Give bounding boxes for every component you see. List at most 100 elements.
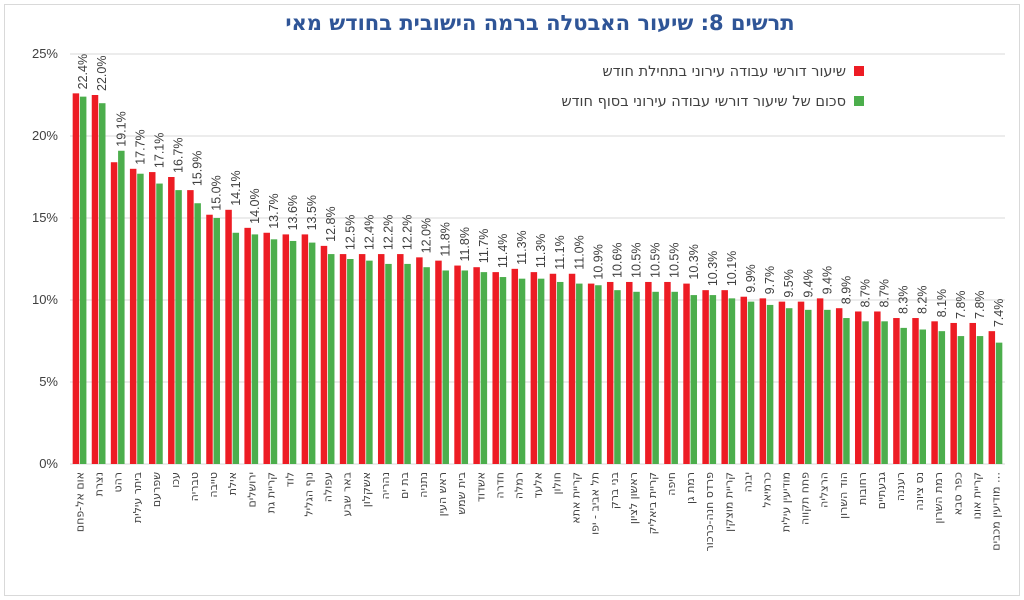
x-tick-label: רעננה	[894, 472, 907, 501]
data-label: 16.7%	[172, 138, 186, 173]
data-label: 9.9%	[744, 264, 758, 293]
bar-end-of-month	[843, 318, 850, 464]
data-label: 14.1%	[229, 170, 243, 205]
bar-start-of-month	[129, 168, 137, 465]
data-label: 7.4%	[992, 299, 1006, 328]
x-tick-label: טבריה	[188, 472, 201, 501]
bar-start-of-month	[683, 283, 690, 464]
bar-start-of-month	[377, 254, 385, 464]
bar-end-of-month	[747, 301, 755, 464]
bar-start-of-month	[969, 322, 976, 464]
x-tick-label: קריית אתא	[570, 472, 583, 524]
data-label: 11.4%	[496, 234, 510, 269]
data-label: 11.3%	[515, 230, 529, 265]
x-tick-label: ירושלים	[245, 472, 258, 507]
data-label: 10.3%	[687, 244, 701, 279]
bar-start-of-month	[492, 272, 499, 464]
data-label: 9.7%	[763, 266, 777, 295]
bar-start-of-month	[549, 273, 557, 464]
x-tick-label: רחובות	[856, 472, 869, 505]
data-label: 11.7%	[477, 229, 491, 264]
x-axis-ticks: אום אל-פחם נצרת רהט ביתר עילית שפרעם עכו טבריה…	[74, 472, 1003, 552]
legend-swatch	[854, 96, 864, 106]
bar-start-of-month	[587, 283, 595, 464]
data-label: 10.5%	[668, 243, 682, 278]
bar-end-of-month	[995, 342, 1003, 464]
data-label: 10.6%	[610, 243, 624, 278]
legend-label: שיעור דורשי עבודה עירוני בתחילת חודש	[602, 64, 846, 80]
x-tick-label: יבנה	[741, 472, 754, 492]
bar-start-of-month	[187, 190, 194, 464]
data-label: 8.7%	[878, 279, 892, 308]
x-tick-label: רמת השרון	[932, 472, 945, 524]
data-label: 12.5%	[343, 215, 357, 250]
bar-start-of-month	[702, 290, 709, 464]
data-label: 11.3%	[534, 234, 548, 269]
data-label: 14.0%	[248, 188, 262, 223]
bar-end-of-month	[175, 190, 182, 464]
x-tick-label: קריית אונו	[970, 472, 983, 519]
data-label: 12.2%	[401, 215, 415, 250]
bar-end-of-month	[690, 295, 698, 464]
bar-end-of-month	[595, 285, 602, 464]
x-tick-label: אילת	[226, 472, 239, 495]
bar-end-of-month	[213, 218, 220, 464]
x-tick-label: חדרה	[493, 472, 506, 499]
data-label: 11.1%	[553, 235, 567, 270]
bar-end-of-month	[957, 336, 965, 464]
bar-end-of-month	[652, 291, 659, 464]
data-label: 8.2%	[916, 286, 930, 315]
bar-start-of-month	[740, 296, 748, 464]
bar-start-of-month	[778, 301, 786, 464]
data-label: 9.4%	[801, 269, 815, 298]
bar-end-of-month	[785, 308, 793, 464]
bar-start-of-month	[606, 281, 614, 464]
data-label: 22.0%	[95, 56, 109, 91]
bar-end-of-month	[137, 173, 144, 464]
data-label: 13.7%	[267, 193, 281, 228]
bar-start-of-month	[797, 301, 805, 464]
legend-label: סכום של שיעור דורשי עבודה עירוני בסוף חו…	[561, 94, 846, 110]
bar-end-of-month	[366, 260, 373, 464]
bar-start-of-month	[988, 331, 996, 464]
x-tick-label: קריית גת	[264, 472, 277, 513]
bar-end-of-month	[518, 278, 526, 464]
bar-end-of-month	[99, 103, 106, 464]
bar-end-of-month	[385, 263, 392, 464]
data-label: 12.4%	[362, 215, 376, 250]
bar-end-of-month	[79, 96, 87, 464]
bar-end-of-month	[270, 239, 278, 464]
bar-start-of-month	[893, 318, 900, 464]
x-tick-label: מודיעין מכבים …	[989, 472, 1002, 551]
data-label: 11.0%	[572, 235, 586, 270]
x-tick-label: שפרעם	[150, 472, 163, 507]
bar-end-of-month	[862, 321, 869, 464]
bar-end-of-month	[251, 234, 259, 464]
x-tick-label: נס ציונה	[913, 472, 926, 511]
bar-end-of-month	[289, 240, 297, 464]
bar-end-of-month	[499, 277, 507, 464]
bar-start-of-month	[912, 318, 919, 464]
bar-end-of-month	[728, 298, 736, 464]
x-tick-label: חולון	[551, 472, 564, 494]
data-label: 17.1%	[152, 133, 166, 168]
bar-start-of-month	[416, 257, 423, 464]
data-label: 8.7%	[859, 279, 873, 308]
data-label: 17.7%	[133, 129, 147, 164]
data-label: 8.3%	[897, 286, 911, 315]
bar-start-of-month	[645, 281, 652, 464]
x-tick-label: נוף הגליל	[303, 472, 316, 517]
bar-start-of-month	[473, 267, 480, 464]
x-tick-label: גבעתיים	[875, 472, 888, 510]
y-axis-ticks: 0% 5% 10% 15% 20% 25%	[32, 46, 58, 471]
bar-start-of-month	[244, 227, 251, 464]
bar-start-of-month	[855, 311, 862, 464]
x-tick-label: חיפה	[665, 472, 678, 496]
data-label: 11.8%	[458, 227, 472, 262]
data-label: 15.0%	[210, 175, 224, 210]
x-tick-label: מודיעין עילית	[780, 472, 793, 532]
bar-end-of-month	[919, 329, 927, 464]
data-label: 13.5%	[305, 195, 319, 230]
x-tick-label: ראשון לציון	[627, 472, 640, 524]
